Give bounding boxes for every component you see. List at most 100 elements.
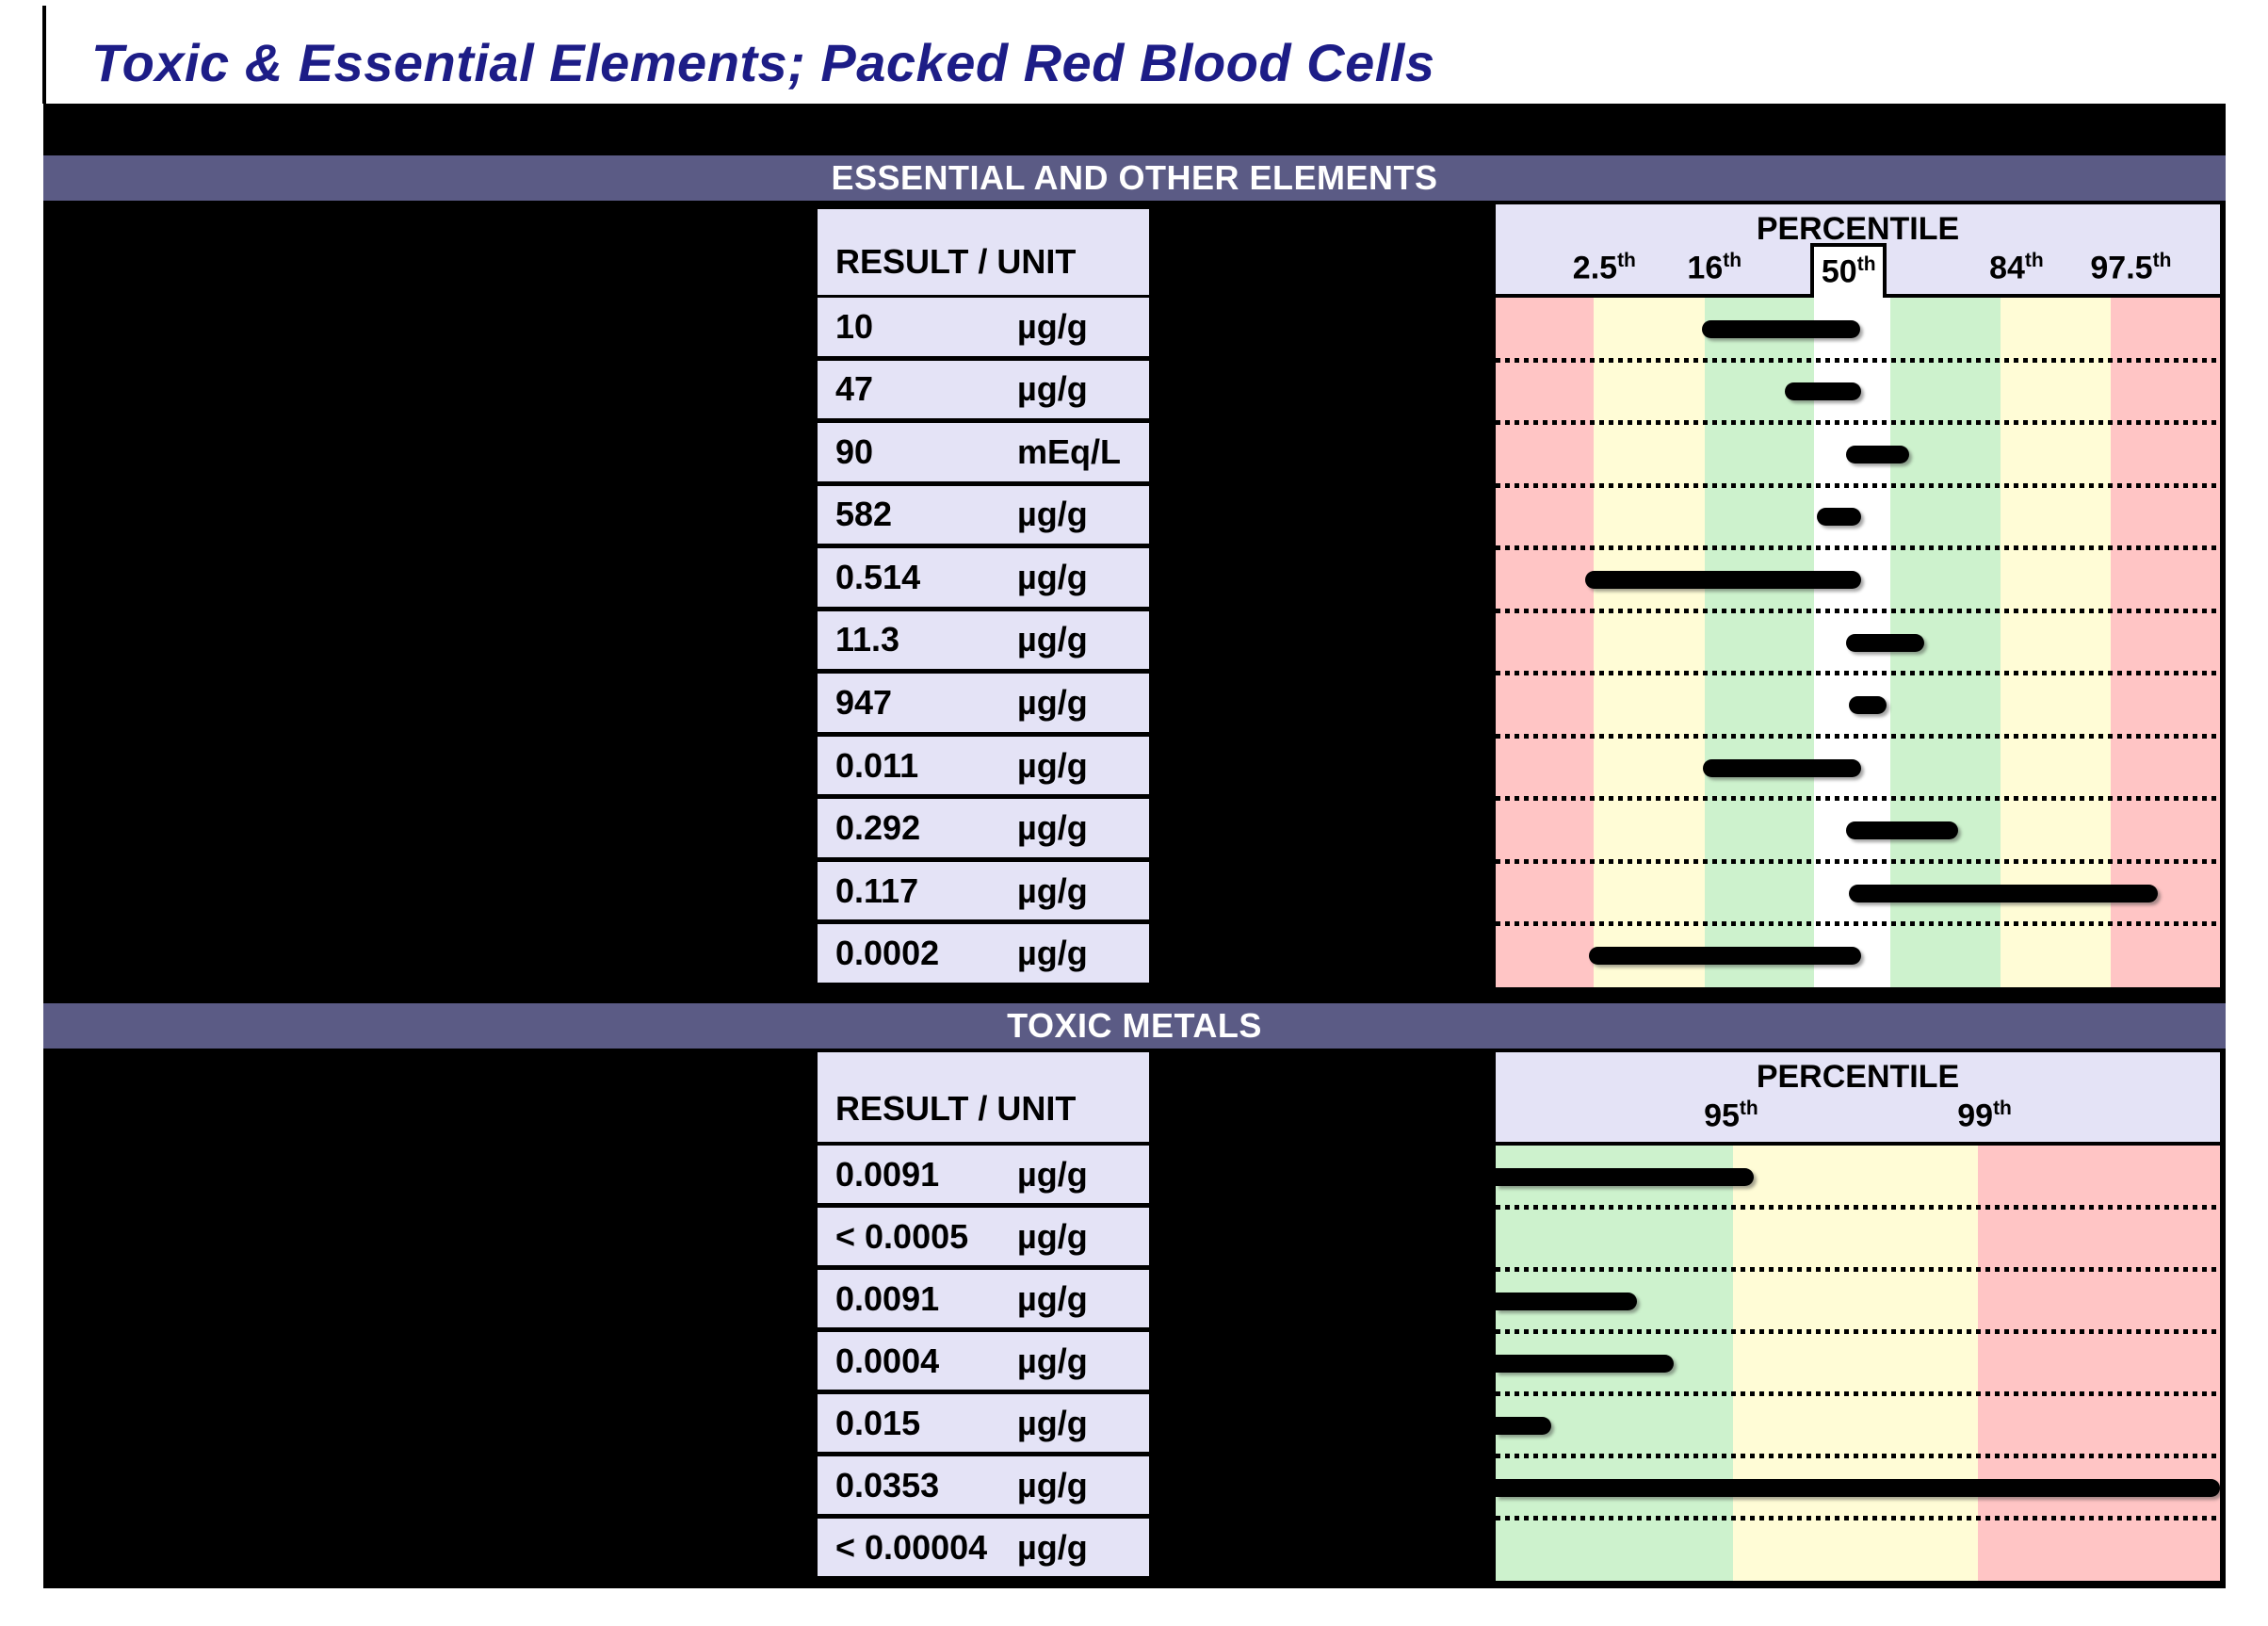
percentile-tick-label: 84th — [1989, 249, 2044, 285]
percentile-tick-label: 95th — [1704, 1097, 1758, 1133]
result-unit: µg/g — [1017, 495, 1088, 534]
result-cell: 47 µg/g — [818, 360, 1149, 419]
result-value: 0.292 — [835, 808, 921, 848]
result-unit-header-cell: RESULT / UNIT — [818, 1052, 1149, 1142]
percentile-range-bar — [1496, 1354, 1675, 1373]
result-unit: µg/g — [1017, 683, 1088, 723]
result-unit: µg/g — [1017, 1465, 1088, 1504]
row-separator-dotted — [1496, 482, 2220, 488]
row-separator-dotted — [1496, 671, 2220, 676]
result-cell: 10 µg/g — [818, 298, 1149, 356]
result-unit: mEq/L — [1017, 431, 1122, 471]
percentile-chart — [1496, 298, 2220, 987]
percentile-tick-label: 16th — [1687, 249, 1742, 285]
result-cell: 0.0353 µg/g — [818, 1456, 1149, 1514]
row-separator-dotted — [1496, 796, 2220, 802]
row-separator-dotted — [1496, 1454, 2220, 1458]
result-value: 0.0091 — [835, 1278, 940, 1318]
result-value: 47 — [835, 369, 874, 409]
result-value: < 0.00004 — [835, 1527, 988, 1567]
percentile-band-red — [1978, 1146, 2220, 1581]
row-separator-dotted — [1496, 420, 2220, 426]
percentile-title: PERCENTILE — [1756, 1059, 1960, 1095]
result-value: 0.0004 — [835, 1341, 940, 1380]
row-separator-dotted — [1496, 1205, 2220, 1210]
result-unit-header-cell: RESULT / UNIT — [818, 209, 1149, 295]
section-header-label: TOXIC METALS — [1007, 1006, 1262, 1045]
percentile-band-yellow — [1733, 1146, 1979, 1581]
percentile-header-cell: PERCENTILE 95th 99th — [1496, 1052, 2220, 1146]
percentile-range-bar — [1496, 1167, 1754, 1186]
result-unit: µg/g — [1017, 1403, 1088, 1442]
result-unit: µg/g — [1017, 1341, 1088, 1380]
percentile-range-bar — [1702, 758, 1862, 777]
percentile-tick-label: 97.5th — [2090, 249, 2172, 285]
result-cell: 0.0091 µg/g — [818, 1270, 1149, 1327]
result-value: 11.3 — [835, 620, 900, 659]
result-unit: µg/g — [1017, 306, 1088, 346]
result-value: 0.0091 — [835, 1154, 940, 1194]
result-value: 582 — [835, 495, 893, 534]
percentile-range-bar — [1585, 570, 1862, 589]
row-separator-dotted — [1496, 608, 2220, 613]
result-unit: µg/g — [1017, 1527, 1088, 1567]
table-redacted-area: RESULT / UNIT PERCENTILE 95th 99th 0.0091… — [43, 1049, 2226, 1588]
percentile-title: PERCENTILE — [1756, 211, 1960, 247]
result-value: 90 — [835, 431, 874, 471]
percentile-range-bar — [1784, 382, 1862, 401]
percentile-band-yellow — [2000, 298, 2111, 987]
percentile-band-yellow — [1593, 298, 1706, 987]
report-title: Toxic & Essential Elements; Packed Red B… — [91, 33, 1435, 92]
title-left-rule — [42, 6, 46, 104]
result-value: 0.117 — [835, 870, 919, 910]
result-value: < 0.0005 — [835, 1216, 969, 1256]
result-unit: µg/g — [1017, 745, 1088, 785]
percentile-range-bar — [1816, 508, 1862, 527]
percentile-chart — [1496, 1146, 2220, 1581]
percentile-range-bar — [1589, 947, 1862, 966]
result-value: 0.0353 — [835, 1465, 940, 1504]
percentile-range-bar — [1496, 1416, 1552, 1435]
section-header-bar: ESSENTIAL AND OTHER ELEMENTS — [43, 155, 2226, 201]
result-unit: µg/g — [1017, 808, 1088, 848]
result-cell: 947 µg/g — [818, 674, 1149, 732]
row-separator-dotted — [1496, 357, 2220, 363]
percentile-tick-label: 50th — [1821, 252, 1876, 289]
result-unit: µg/g — [1017, 557, 1088, 596]
result-unit: µg/g — [1017, 369, 1088, 409]
percentile-range-bar — [1846, 445, 1910, 463]
percentile-range-bar — [1846, 821, 1958, 840]
result-cell: 0.0004 µg/g — [818, 1332, 1149, 1390]
percentile-50th-box: 50th — [1810, 243, 1887, 298]
result-unit-header-label: RESULT / UNIT — [835, 1089, 1077, 1128]
percentile-range-bar — [1702, 319, 1860, 338]
percentile-band-red — [2110, 298, 2220, 987]
result-cell: 0.015 µg/g — [818, 1394, 1149, 1452]
result-unit-header-label: RESULT / UNIT — [835, 242, 1077, 281]
percentile-band-red — [1496, 298, 1594, 987]
row-separator-dotted — [1496, 1516, 2220, 1520]
result-cell: < 0.00004 µg/g — [818, 1519, 1149, 1576]
table-redacted-area: RESULT / UNIT PERCENTILE 2.5th 16th 50th 84… — [43, 201, 2226, 1003]
result-value: 0.514 — [835, 557, 921, 596]
percentile-tick-label: 2.5th — [1572, 249, 1636, 285]
row-separator-dotted — [1496, 1267, 2220, 1272]
percentile-range-bar — [1496, 1292, 1637, 1310]
result-cell: 0.0002 µg/g — [818, 924, 1149, 983]
result-unit: µg/g — [1017, 1216, 1088, 1256]
percentile-header-cell: PERCENTILE 2.5th 16th 50th 84th 97.5th — [1496, 204, 2220, 298]
result-value: 10 — [835, 306, 874, 346]
result-cell: < 0.0005 µg/g — [818, 1208, 1149, 1265]
percentile-band-green — [1705, 298, 1815, 987]
result-unit: µg/g — [1017, 1278, 1088, 1318]
result-cell: 0.011 µg/g — [818, 736, 1149, 795]
row-separator-dotted — [1496, 733, 2220, 739]
result-value: 0.015 — [835, 1403, 921, 1442]
row-separator-dotted — [1496, 545, 2220, 551]
section-header-label: ESSENTIAL AND OTHER ELEMENTS — [831, 158, 1438, 197]
percentile-range-bar — [1849, 884, 2158, 902]
percentile-range-bar — [1846, 633, 1925, 652]
result-value: 0.011 — [835, 745, 919, 785]
result-cell: 0.292 µg/g — [818, 799, 1149, 857]
